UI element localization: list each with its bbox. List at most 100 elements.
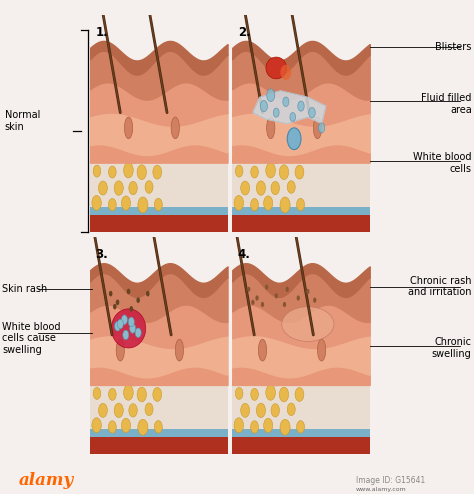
Bar — [90, 437, 228, 454]
Bar — [90, 382, 228, 429]
Bar — [232, 215, 370, 232]
Circle shape — [146, 291, 150, 296]
Ellipse shape — [266, 57, 287, 79]
Bar — [90, 160, 228, 207]
Circle shape — [251, 421, 258, 433]
Circle shape — [129, 148, 139, 164]
Circle shape — [155, 198, 162, 211]
Bar — [232, 382, 370, 429]
Circle shape — [251, 300, 255, 305]
Circle shape — [280, 197, 290, 213]
Ellipse shape — [258, 339, 267, 361]
Circle shape — [117, 319, 123, 329]
Circle shape — [287, 369, 297, 384]
Circle shape — [266, 385, 275, 400]
Text: Chronic
swelling: Chronic swelling — [432, 337, 472, 359]
Text: www.alamy.com: www.alamy.com — [356, 488, 406, 493]
Circle shape — [234, 418, 244, 433]
Circle shape — [128, 317, 134, 327]
Circle shape — [279, 165, 289, 179]
Circle shape — [145, 181, 153, 193]
Circle shape — [155, 420, 162, 433]
Circle shape — [256, 181, 265, 195]
Circle shape — [99, 148, 107, 161]
Bar — [232, 160, 370, 207]
Circle shape — [256, 403, 265, 417]
Text: 2.: 2. — [238, 26, 250, 39]
Circle shape — [298, 101, 304, 111]
Circle shape — [255, 295, 259, 300]
Circle shape — [145, 146, 155, 162]
Circle shape — [271, 181, 280, 195]
Ellipse shape — [116, 339, 124, 361]
Circle shape — [137, 297, 140, 303]
Circle shape — [135, 328, 141, 337]
Circle shape — [287, 403, 295, 415]
Circle shape — [138, 197, 148, 213]
Circle shape — [247, 287, 250, 292]
Circle shape — [93, 387, 101, 399]
Text: 3.: 3. — [96, 248, 108, 261]
Circle shape — [257, 370, 266, 385]
Bar — [232, 207, 370, 215]
Circle shape — [121, 315, 128, 325]
Circle shape — [271, 404, 280, 417]
Circle shape — [115, 148, 124, 163]
Text: Blisters: Blisters — [435, 42, 472, 52]
Circle shape — [295, 387, 304, 402]
Circle shape — [121, 418, 130, 433]
Text: Skin rash: Skin rash — [2, 284, 47, 294]
Circle shape — [297, 198, 304, 211]
Circle shape — [130, 324, 136, 333]
Circle shape — [137, 387, 146, 402]
Circle shape — [109, 291, 112, 296]
Circle shape — [127, 288, 130, 294]
Circle shape — [290, 113, 296, 122]
Circle shape — [283, 302, 286, 307]
Text: Fluid filled
area: Fluid filled area — [421, 93, 472, 115]
Circle shape — [257, 148, 266, 163]
Circle shape — [153, 387, 162, 402]
Text: White blood
cells: White blood cells — [413, 152, 472, 174]
Text: 4.: 4. — [238, 248, 251, 261]
Bar — [90, 429, 228, 437]
Circle shape — [266, 163, 275, 178]
Circle shape — [251, 166, 258, 178]
Circle shape — [114, 403, 123, 417]
Circle shape — [287, 128, 301, 150]
Circle shape — [113, 304, 117, 310]
Text: Chronic rash
and irritation: Chronic rash and irritation — [408, 276, 472, 297]
Circle shape — [145, 403, 153, 415]
Circle shape — [260, 100, 267, 112]
Circle shape — [129, 306, 133, 312]
Circle shape — [116, 299, 119, 305]
Ellipse shape — [313, 117, 321, 139]
FancyBboxPatch shape — [232, 158, 370, 163]
Circle shape — [297, 295, 300, 300]
Circle shape — [236, 387, 243, 399]
Circle shape — [109, 166, 116, 178]
Bar — [90, 207, 228, 215]
Circle shape — [124, 385, 133, 400]
Circle shape — [109, 199, 116, 211]
Circle shape — [93, 165, 101, 177]
Circle shape — [123, 330, 129, 340]
Circle shape — [283, 97, 289, 107]
Circle shape — [109, 421, 116, 433]
Ellipse shape — [124, 117, 133, 139]
FancyBboxPatch shape — [90, 380, 228, 385]
Circle shape — [241, 181, 250, 195]
Circle shape — [129, 181, 137, 195]
Text: White blood
cells cause
swelling: White blood cells cause swelling — [2, 322, 61, 355]
Circle shape — [234, 196, 244, 210]
Polygon shape — [253, 91, 326, 124]
Ellipse shape — [282, 307, 334, 341]
Circle shape — [241, 148, 249, 161]
Circle shape — [265, 285, 268, 289]
Circle shape — [287, 146, 297, 162]
Circle shape — [153, 165, 162, 179]
Circle shape — [264, 418, 273, 433]
Circle shape — [251, 388, 258, 400]
Circle shape — [274, 293, 278, 298]
Circle shape — [241, 403, 250, 417]
